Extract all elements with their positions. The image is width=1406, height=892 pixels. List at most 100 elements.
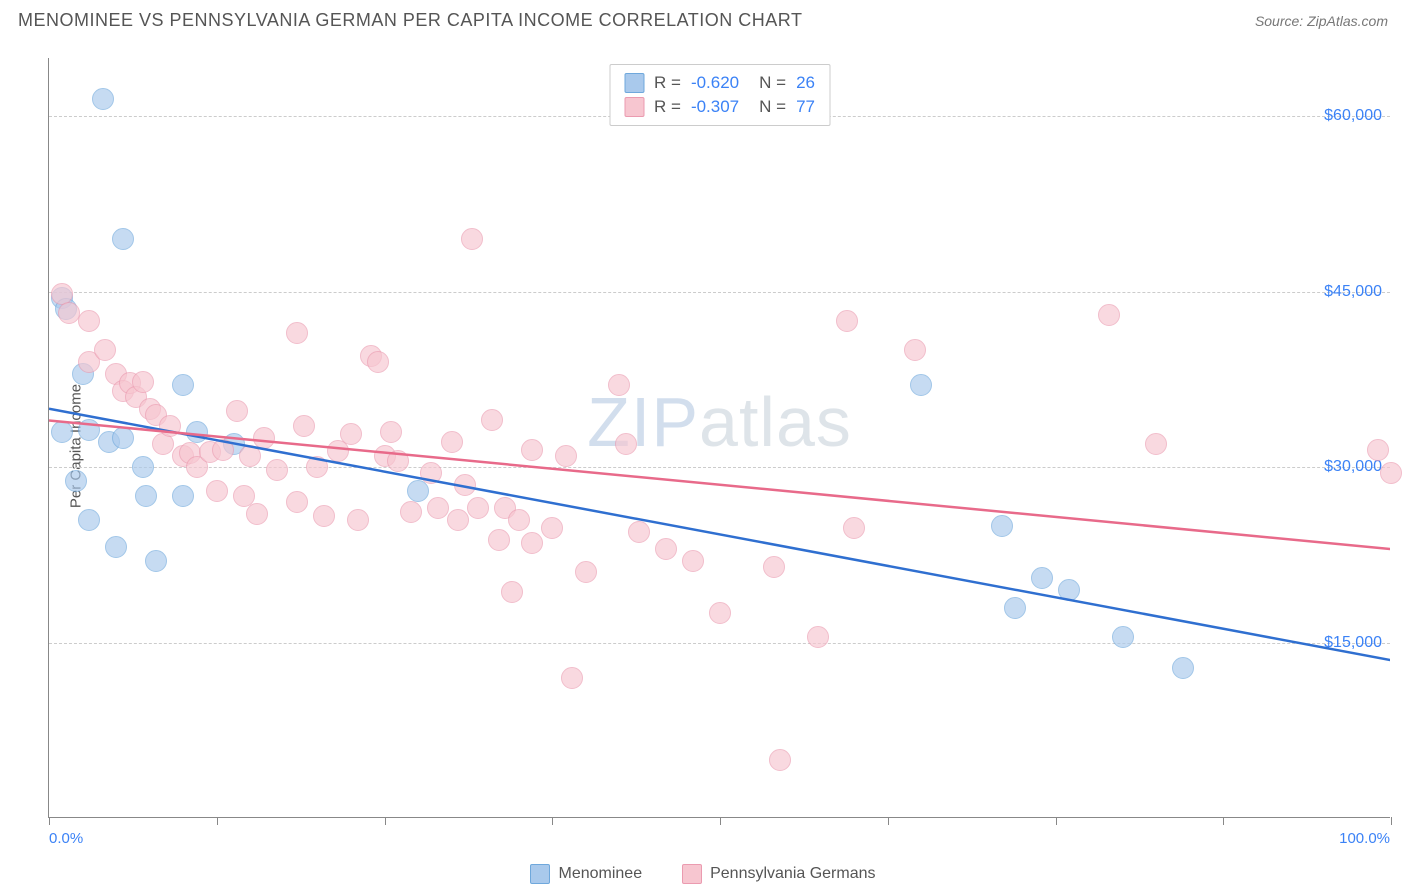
scatter-point xyxy=(347,509,369,531)
scatter-point xyxy=(1145,433,1167,455)
scatter-point xyxy=(521,532,543,554)
stat-n-label: N = xyxy=(759,73,786,93)
scatter-point xyxy=(1098,304,1120,326)
x-tick xyxy=(1223,817,1224,825)
scatter-point xyxy=(1367,439,1389,461)
scatter-point xyxy=(387,450,409,472)
legend: Menominee Pennsylvania Germans xyxy=(0,864,1406,884)
scatter-point xyxy=(78,509,100,531)
scatter-point xyxy=(105,536,127,558)
scatter-point xyxy=(991,515,1013,537)
scatter-point xyxy=(112,228,134,250)
scatter-point xyxy=(212,439,234,461)
legend-label: Menominee xyxy=(558,865,642,883)
x-tick xyxy=(552,817,553,825)
stats-row: R = -0.620N = 26 xyxy=(624,71,815,95)
scatter-point xyxy=(541,517,563,539)
scatter-point xyxy=(427,497,449,519)
scatter-point xyxy=(1380,462,1402,484)
x-tick xyxy=(1391,817,1392,825)
x-axis-label-left: 0.0% xyxy=(49,830,83,847)
scatter-point xyxy=(132,371,154,393)
stat-n-value: 26 xyxy=(796,73,815,93)
scatter-point xyxy=(763,556,785,578)
scatter-point xyxy=(508,509,530,531)
scatter-point xyxy=(521,439,543,461)
scatter-point xyxy=(206,480,228,502)
scatter-point xyxy=(172,374,194,396)
legend-swatch xyxy=(624,73,644,93)
scatter-point xyxy=(246,503,268,525)
legend-item: Menominee xyxy=(530,864,642,884)
scatter-point xyxy=(608,374,630,396)
stat-n-value: 77 xyxy=(796,97,815,117)
source-attribution: Source: ZipAtlas.com xyxy=(1255,13,1388,29)
x-tick xyxy=(217,817,218,825)
scatter-point xyxy=(286,491,308,513)
chart-title: MENOMINEE VS PENNSYLVANIA GERMAN PER CAP… xyxy=(18,10,802,31)
scatter-point xyxy=(904,339,926,361)
scatter-point xyxy=(769,749,791,771)
stat-r-label: R = xyxy=(654,97,681,117)
x-axis-label-right: 100.0% xyxy=(1339,830,1390,847)
scatter-point xyxy=(313,505,335,527)
scatter-point xyxy=(159,415,181,437)
scatter-point xyxy=(555,445,577,467)
scatter-point xyxy=(441,431,463,453)
legend-item: Pennsylvania Germans xyxy=(682,864,875,884)
scatter-point xyxy=(447,509,469,531)
scatter-point xyxy=(78,419,100,441)
scatter-point xyxy=(253,427,275,449)
scatter-point xyxy=(92,88,114,110)
legend-label: Pennsylvania Germans xyxy=(710,865,875,883)
scatter-point xyxy=(380,421,402,443)
scatter-point xyxy=(135,485,157,507)
scatter-point xyxy=(112,427,134,449)
stat-r-value: -0.620 xyxy=(691,73,739,93)
scatter-point xyxy=(615,433,637,455)
scatter-point xyxy=(807,626,829,648)
scatter-point xyxy=(132,456,154,478)
scatter-point xyxy=(575,561,597,583)
gridline xyxy=(49,292,1390,293)
scatter-chart: ZIPatlas $15,000$30,000$45,000$60,0000.0… xyxy=(48,58,1390,818)
y-tick-label: $15,000 xyxy=(1324,634,1382,652)
scatter-point xyxy=(682,550,704,572)
scatter-point xyxy=(340,423,362,445)
scatter-point xyxy=(78,310,100,332)
scatter-point xyxy=(501,581,523,603)
x-tick xyxy=(49,817,50,825)
scatter-point xyxy=(65,470,87,492)
trend-lines xyxy=(49,58,1390,817)
scatter-point xyxy=(286,322,308,344)
scatter-point xyxy=(467,497,489,519)
scatter-point xyxy=(481,409,503,431)
scatter-point xyxy=(1031,567,1053,589)
x-tick xyxy=(720,817,721,825)
scatter-point xyxy=(400,501,422,523)
scatter-point xyxy=(461,228,483,250)
scatter-point xyxy=(51,421,73,443)
scatter-point xyxy=(58,302,80,324)
scatter-point xyxy=(172,485,194,507)
scatter-point xyxy=(186,421,208,443)
x-tick xyxy=(385,817,386,825)
stats-box: R = -0.620 N = 26R = -0.307N = 77 xyxy=(609,64,830,126)
legend-swatch xyxy=(530,864,550,884)
legend-swatch xyxy=(624,97,644,117)
scatter-point xyxy=(454,474,476,496)
scatter-point xyxy=(94,339,116,361)
stats-row: R = -0.307N = 77 xyxy=(624,95,815,119)
scatter-point xyxy=(420,462,442,484)
scatter-point xyxy=(709,602,731,624)
scatter-point xyxy=(843,517,865,539)
x-tick xyxy=(888,817,889,825)
y-tick-label: $30,000 xyxy=(1324,458,1382,476)
gridline xyxy=(49,467,1390,468)
scatter-point xyxy=(293,415,315,437)
x-tick xyxy=(1056,817,1057,825)
scatter-point xyxy=(1172,657,1194,679)
y-tick-label: $60,000 xyxy=(1324,107,1382,125)
scatter-point xyxy=(488,529,510,551)
gridline xyxy=(49,643,1390,644)
